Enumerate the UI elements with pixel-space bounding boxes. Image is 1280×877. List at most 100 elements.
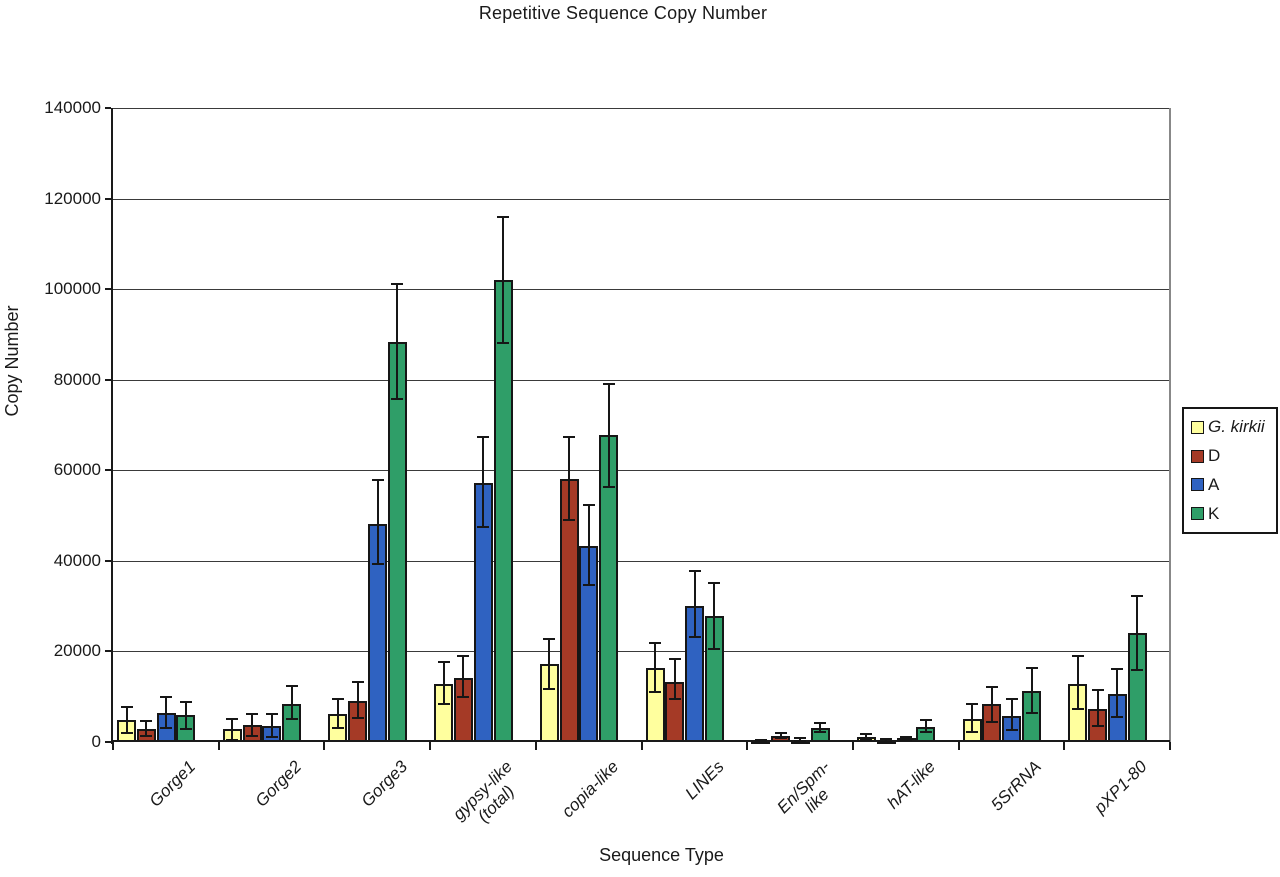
error-bar-top-cap (688, 570, 701, 573)
error-bar-top-cap (1131, 594, 1144, 597)
error-bar-top-cap (900, 735, 912, 738)
x-axis-tick (217, 742, 220, 750)
error-bar-line (693, 571, 696, 637)
error-bar-line (779, 733, 782, 739)
bar (493, 280, 513, 742)
error-bar-top-cap (391, 282, 404, 285)
gridline (113, 289, 1170, 291)
x-axis-tick (1063, 742, 1066, 750)
legend: G. kirkii D A K (1182, 407, 1278, 534)
error-bar-top-cap (563, 435, 576, 438)
error-bar-bottom-cap (457, 696, 470, 699)
x-axis-title: Sequence Type (599, 845, 724, 865)
error-bar-line (885, 738, 888, 742)
error-bar-top-cap (774, 732, 787, 735)
error-bar-bottom-cap (668, 698, 681, 701)
plot-right-border (1169, 108, 1171, 742)
error-bar-line (125, 706, 128, 734)
error-bar-top-cap (160, 696, 173, 699)
y-tick-label: 140000 (44, 98, 101, 117)
y-axis-tick (105, 197, 111, 200)
error-bar-top-cap (582, 504, 595, 507)
x-axis-tick (640, 742, 643, 750)
error-bar-line (971, 703, 974, 733)
error-bar-top-cap (543, 637, 556, 640)
gridline (113, 379, 1170, 381)
error-bar-top-cap (754, 738, 767, 741)
error-bar-top-cap (1091, 689, 1104, 692)
error-bar-bottom-cap (708, 647, 721, 650)
error-bar-bottom-cap (543, 687, 556, 690)
error-bar-top-cap (331, 698, 344, 701)
error-bar-line (270, 713, 273, 738)
y-tick-label: 40000 (53, 550, 101, 570)
error-bar-bottom-cap (649, 691, 661, 694)
error-bar-bottom-cap (1071, 708, 1084, 711)
error-bar-line (819, 722, 822, 733)
error-bar-top-cap (477, 435, 490, 438)
error-bar-top-cap (602, 382, 615, 385)
legend-label: D (1208, 446, 1221, 466)
error-bar-line (713, 583, 716, 649)
error-bar-bottom-cap (814, 731, 827, 734)
bar (387, 341, 407, 742)
error-bar-line (396, 283, 399, 400)
error-bar-line (673, 659, 676, 700)
error-bar-bottom-cap (1111, 715, 1124, 718)
y-tick-label: 80000 (53, 369, 101, 389)
gridline (113, 198, 1170, 200)
error-bar-bottom-cap (1025, 712, 1038, 715)
error-bar-line (1136, 595, 1139, 671)
y-axis-tick (105, 288, 111, 291)
error-bar-line (1030, 668, 1033, 713)
error-bar-top-cap (708, 582, 721, 585)
error-bar-top-cap (497, 215, 509, 218)
error-bar-top-cap (246, 713, 258, 716)
x-axis-tick (429, 742, 432, 750)
error-bar-bottom-cap (1091, 725, 1104, 728)
error-bar-top-cap (814, 721, 827, 724)
legend-item: A (1191, 475, 1276, 495)
x-category-label: gypsy-like (total) (449, 757, 519, 826)
error-bar-top-cap (140, 720, 153, 723)
chart-title: Repetitive Sequence Copy Number (478, 3, 768, 23)
error-bar-line (442, 661, 445, 705)
error-bar-top-cap (1025, 667, 1038, 670)
error-bar-line (145, 721, 148, 736)
error-bar-top-cap (668, 658, 681, 661)
error-bar-top-cap (860, 733, 873, 736)
error-bar-line (1116, 669, 1119, 717)
error-bar-top-cap (880, 737, 893, 740)
error-bar-bottom-cap (985, 720, 998, 723)
x-category-label: hAT-like (883, 757, 940, 813)
x-axis-tick (323, 742, 326, 750)
error-bar-line (356, 681, 359, 718)
error-bar-top-cap (919, 719, 932, 722)
error-bar-bottom-cap (120, 732, 133, 735)
y-tick-label: 100000 (44, 279, 101, 299)
y-axis-tick (105, 559, 111, 562)
error-bar-bottom-cap (900, 739, 912, 742)
error-bar-bottom-cap (351, 716, 364, 719)
error-bar-bottom-cap (563, 519, 576, 522)
x-category-label: LINEs (681, 757, 728, 804)
error-bar-bottom-cap (880, 740, 893, 743)
x-axis-tick (957, 742, 960, 750)
x-category-label: Gorge1 (145, 757, 200, 811)
error-bar-bottom-cap (774, 737, 787, 740)
error-bar-bottom-cap (265, 736, 278, 739)
y-tick-label: 60000 (53, 460, 101, 480)
error-bar-top-cap (794, 737, 807, 740)
error-bar-bottom-cap (794, 740, 807, 743)
y-axis-tick (105, 741, 111, 743)
legend-item: G. kirkii (1191, 417, 1276, 437)
error-bar-bottom-cap (331, 726, 344, 729)
error-bar-line (905, 736, 907, 741)
x-axis-line (111, 740, 1170, 742)
error-bar-line (990, 686, 993, 722)
x-category-label: Gorge3 (357, 757, 411, 811)
legend-swatch-icon (1191, 507, 1204, 521)
error-bar-top-cap (285, 684, 298, 687)
error-bar-bottom-cap (391, 398, 404, 401)
error-bar-top-cap (1005, 697, 1018, 700)
